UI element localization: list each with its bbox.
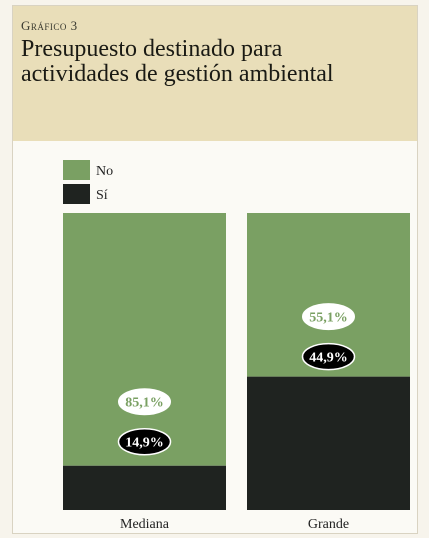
data-bubble-si-mediana — [117, 427, 172, 456]
legend-swatch-0 — [63, 160, 90, 180]
legend-label-1: Sí — [96, 188, 108, 203]
legend-label-0: No — [96, 164, 113, 179]
data-label-si-grande: 44,9% — [309, 351, 348, 366]
data-label-no-mediana: 85,1% — [125, 396, 164, 411]
data-bubble-no-mediana — [118, 388, 171, 416]
bar-si-grande — [247, 376, 410, 510]
category-label-grande: Grande — [308, 517, 349, 532]
chart-title: Presupuesto destinado para actividades d… — [21, 36, 334, 87]
chart-kicker: Gráfico 3 — [21, 18, 78, 33]
category-label-mediana: Mediana — [120, 517, 170, 532]
legend-swatch-1 — [63, 184, 90, 204]
data-bubble-si-grande — [301, 342, 356, 371]
data-label-no-grande: 55,1% — [309, 311, 348, 326]
data-bubble-no-grande — [302, 303, 355, 331]
bar-no-mediana — [63, 213, 226, 466]
data-label-si-mediana: 14,9% — [125, 436, 164, 451]
chart-header: Gráfico 3 Presupuesto destinado para act… — [13, 6, 417, 141]
bar-si-mediana — [63, 465, 226, 510]
